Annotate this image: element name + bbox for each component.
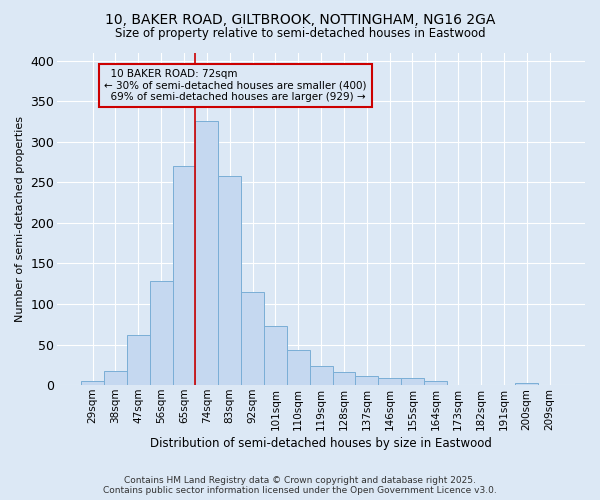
Text: Size of property relative to semi-detached houses in Eastwood: Size of property relative to semi-detach… — [115, 28, 485, 40]
Bar — [424, 381, 447, 385]
Bar — [332, 372, 355, 385]
Bar — [104, 372, 127, 385]
Bar — [150, 282, 173, 385]
Bar — [515, 382, 538, 385]
Bar — [264, 326, 287, 385]
Bar — [401, 378, 424, 385]
Text: 10, BAKER ROAD, GILTBROOK, NOTTINGHAM, NG16 2GA: 10, BAKER ROAD, GILTBROOK, NOTTINGHAM, N… — [105, 12, 495, 26]
Bar — [196, 122, 218, 385]
Y-axis label: Number of semi-detached properties: Number of semi-detached properties — [15, 116, 25, 322]
Bar — [218, 176, 241, 385]
Bar — [310, 366, 332, 385]
Bar — [241, 292, 264, 385]
Text: 10 BAKER ROAD: 72sqm
← 30% of semi-detached houses are smaller (400)
  69% of se: 10 BAKER ROAD: 72sqm ← 30% of semi-detac… — [104, 68, 367, 102]
X-axis label: Distribution of semi-detached houses by size in Eastwood: Distribution of semi-detached houses by … — [150, 437, 492, 450]
Bar — [81, 381, 104, 385]
Bar — [127, 335, 150, 385]
Bar — [173, 166, 196, 385]
Text: Contains HM Land Registry data © Crown copyright and database right 2025.
Contai: Contains HM Land Registry data © Crown c… — [103, 476, 497, 495]
Bar — [287, 350, 310, 385]
Bar — [378, 378, 401, 385]
Bar — [355, 376, 378, 385]
